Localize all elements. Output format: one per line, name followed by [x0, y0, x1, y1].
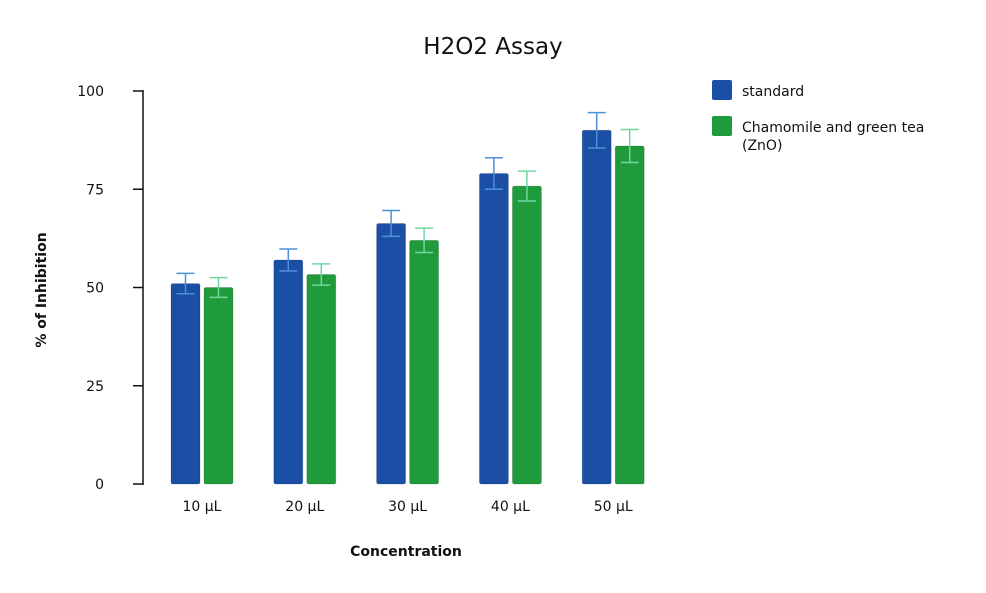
- x-tick-label: 40 µL: [491, 499, 530, 515]
- x-tick-label: 50 µL: [594, 499, 633, 515]
- bar-standard: [273, 259, 304, 485]
- bar-standard: [478, 173, 509, 485]
- y-tick-label: 50: [86, 281, 104, 297]
- chart-title: H2O2 Assay: [423, 34, 562, 60]
- y-tick-label: 0: [95, 477, 104, 493]
- bar-chamomile: [614, 145, 645, 485]
- legend-label-chamomile: Chamomile and green tea (ZnO): [742, 120, 924, 154]
- bar-chamomile: [409, 239, 440, 485]
- bar-standard: [170, 283, 201, 485]
- legend-swatch-chamomile: [712, 116, 732, 136]
- x-tick-label: 10 µL: [183, 499, 222, 515]
- x-tick-label: 20 µL: [285, 499, 324, 515]
- y-tick-label: 75: [86, 182, 104, 198]
- y-axis-label: % of Inhibition: [34, 232, 50, 347]
- x-axis-label: Concentration: [350, 544, 462, 560]
- y-tick-label: 100: [77, 84, 104, 100]
- y-tick-label: 25: [86, 379, 104, 395]
- bar-standard: [376, 222, 407, 485]
- bar-chamomile: [511, 185, 542, 485]
- legend-swatch-standard: [712, 80, 732, 100]
- x-tick-label: 30 µL: [388, 499, 427, 515]
- legend-label-standard: standard: [742, 84, 804, 100]
- bar-standard: [581, 129, 612, 485]
- bar-chamomile: [203, 287, 234, 485]
- bar-chamomile: [306, 274, 337, 485]
